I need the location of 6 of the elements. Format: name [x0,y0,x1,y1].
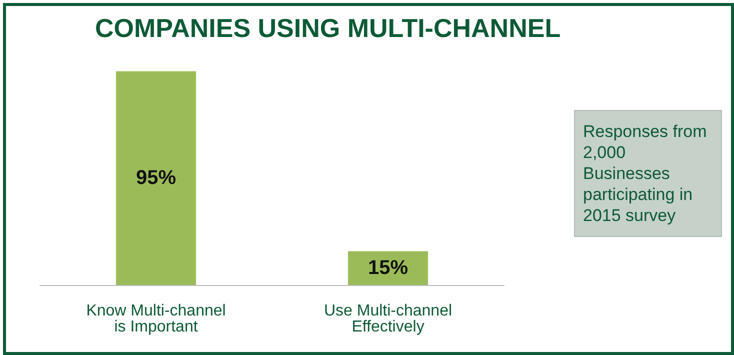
x-tick-label: Know Multi-channel is Important [86,302,226,336]
data-label: 15% [368,257,408,280]
data-label: 95% [136,167,176,190]
chart-title: COMPANIES USING MULTI-CHANNEL [95,13,561,43]
x-tick-label: Use Multi-channel Effectively [324,302,452,336]
text: Responses from 2,000 Businesses participating in 2015 survey [583,122,712,225]
